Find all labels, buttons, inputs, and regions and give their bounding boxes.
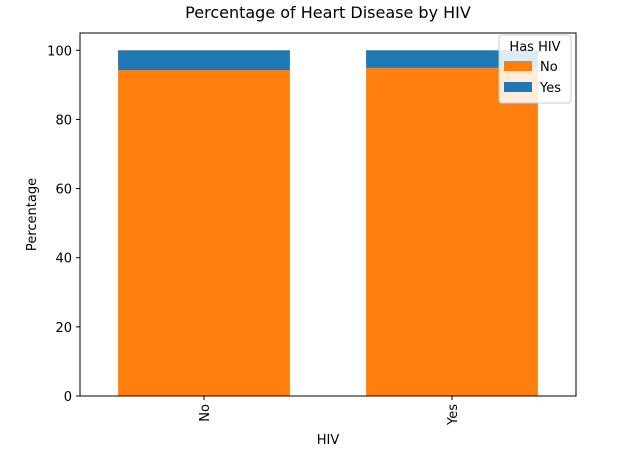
x-axis-label: HIV	[317, 433, 340, 448]
bar-yes-series-yes	[366, 50, 538, 68]
axes: 0 20 40 60 80 100 No Yes	[47, 32, 577, 426]
y-axis-label: Percentage	[25, 178, 40, 251]
bar-no-series-yes	[118, 50, 290, 70]
y-tick-label: 100	[47, 44, 72, 59]
chart-title: Percentage of Heart Disease by HIV	[185, 3, 471, 22]
y-tick-label: 0	[64, 390, 72, 405]
bar-yes-series-no	[366, 67, 538, 396]
bar-no-series-no	[118, 69, 290, 397]
y-tick-label: 40	[55, 252, 72, 267]
y-tick-label: 60	[55, 183, 72, 198]
legend-title: Has HIV	[509, 40, 560, 55]
plot-area	[118, 50, 538, 397]
y-tick-label: 80	[55, 113, 72, 128]
axes-frame	[79, 32, 577, 397]
legend: Has HIV No Yes	[498, 34, 572, 104]
legend-label-yes: Yes	[539, 81, 561, 96]
x-tick-label-yes: Yes	[446, 404, 461, 426]
legend-swatch-yes	[504, 82, 532, 92]
legend-label-no: No	[540, 60, 558, 75]
x-tick-label-no: No	[198, 404, 213, 422]
y-tick-label: 20	[55, 321, 72, 336]
legend-swatch-no	[504, 61, 532, 71]
